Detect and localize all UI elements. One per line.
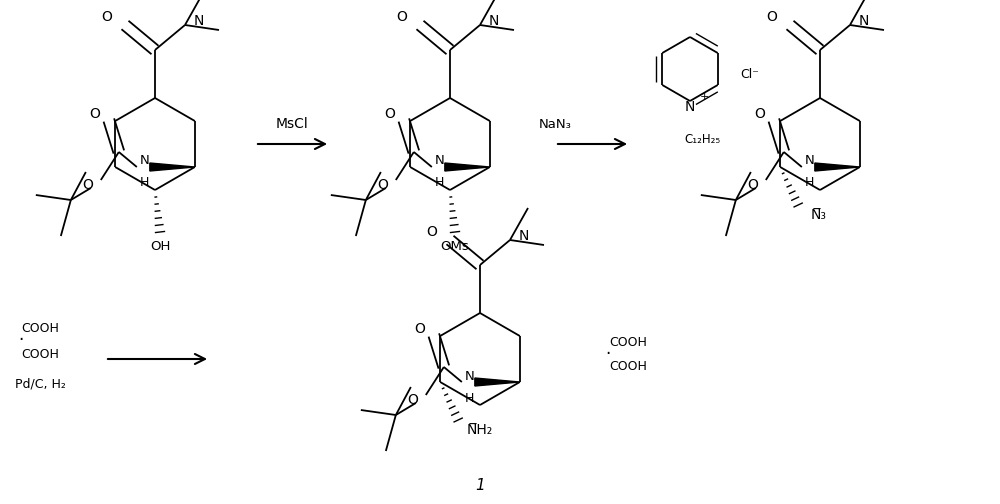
Text: N: N	[859, 14, 869, 28]
Text: ·: ·	[605, 345, 611, 363]
Text: N: N	[140, 155, 150, 167]
Text: OH: OH	[150, 240, 170, 254]
Text: N: N	[519, 229, 529, 243]
Polygon shape	[150, 163, 195, 171]
Text: O: O	[89, 107, 100, 121]
Polygon shape	[445, 163, 490, 171]
Text: Cl⁻: Cl⁻	[741, 68, 759, 81]
Polygon shape	[475, 378, 520, 386]
Text: H: H	[435, 176, 445, 190]
Text: C₁₂H₂₅: C₁₂H₂₅	[684, 133, 720, 146]
Text: O: O	[397, 10, 407, 24]
Text: N: N	[489, 14, 499, 28]
Text: N: N	[465, 369, 475, 383]
Text: N̅H₂: N̅H₂	[467, 423, 493, 437]
Text: O: O	[767, 10, 777, 24]
Text: Pd/C, H₂: Pd/C, H₂	[15, 377, 65, 391]
Text: N: N	[685, 100, 695, 114]
Text: OMs: OMs	[441, 240, 469, 254]
Text: O: O	[754, 107, 765, 121]
Text: ·: ·	[18, 332, 24, 349]
Text: O: O	[414, 322, 425, 336]
Text: COOH: COOH	[609, 336, 647, 348]
Text: O: O	[407, 393, 418, 407]
Text: O: O	[747, 178, 758, 192]
Polygon shape	[815, 163, 860, 171]
Text: COOH: COOH	[609, 359, 647, 372]
Text: +: +	[699, 92, 709, 102]
Text: H: H	[465, 392, 475, 405]
Text: NaN₃: NaN₃	[539, 117, 571, 131]
Text: N: N	[805, 155, 815, 167]
Text: H: H	[140, 176, 150, 190]
Text: COOH: COOH	[21, 323, 59, 336]
Text: O: O	[82, 178, 93, 192]
Text: N̅₃: N̅₃	[810, 208, 826, 222]
Text: COOH: COOH	[21, 347, 59, 360]
Text: O: O	[102, 10, 112, 24]
Text: H: H	[805, 176, 815, 190]
Text: O: O	[427, 225, 437, 239]
Text: O: O	[377, 178, 388, 192]
Text: N: N	[435, 155, 445, 167]
Text: N: N	[194, 14, 204, 28]
Text: 1: 1	[475, 478, 485, 493]
Text: O: O	[384, 107, 395, 121]
Text: MsCl: MsCl	[276, 117, 308, 131]
